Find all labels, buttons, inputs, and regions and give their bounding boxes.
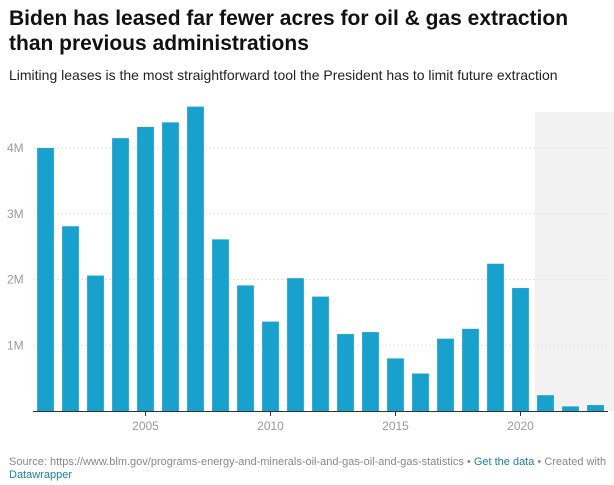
- bar-2014: [362, 332, 379, 411]
- bar-2018: [462, 328, 479, 411]
- bar-2009: [237, 285, 254, 411]
- bar-2006: [162, 122, 179, 411]
- bar-2015: [387, 358, 404, 411]
- y-tick-label: 2M: [7, 273, 24, 287]
- source-note: Source: https://www.blm.gov/programs-ene…: [9, 456, 464, 468]
- bar-2005: [137, 126, 154, 412]
- x-tick-label: 2005: [132, 419, 159, 433]
- chart-title: Biden has leased far fewer acres for oil…: [9, 7, 569, 55]
- bar-2010: [262, 321, 279, 411]
- x-tick-label: 2010: [257, 419, 284, 433]
- created-with-text: • Created with: [534, 456, 607, 468]
- bar-2023: [587, 405, 604, 411]
- x-tick-label: 2020: [507, 419, 534, 433]
- bar-chart: 1M 2M 3M 4M 2005 2010 2015 2020: [7, 106, 614, 433]
- bar-2021: [537, 395, 554, 411]
- datawrapper-link[interactable]: Datawrapper: [9, 469, 72, 481]
- footer-separator: •: [463, 456, 474, 468]
- chart-footer: Source: https://www.blm.gov/programs-ene…: [9, 456, 609, 482]
- bar-2020: [512, 288, 529, 411]
- bar-2001: [37, 148, 54, 411]
- bar-2017: [437, 338, 454, 411]
- bar-2013: [337, 334, 354, 411]
- get-the-data-link[interactable]: Get the data: [473, 456, 535, 468]
- bar-2022: [562, 406, 579, 411]
- bar-2002: [62, 226, 79, 411]
- bar-2004: [112, 138, 129, 411]
- bar-2011: [287, 278, 304, 411]
- bar-2007: [187, 106, 204, 412]
- bar-2003: [87, 275, 104, 411]
- chart-subtitle: Limiting leases is the most straightforw…: [9, 67, 558, 83]
- bar-2019: [487, 263, 504, 411]
- bar-2008: [212, 239, 229, 411]
- bar-2016: [412, 373, 429, 411]
- y-tick-label: 4M: [7, 141, 24, 155]
- bar-2012: [312, 296, 329, 411]
- y-tick-label: 1M: [7, 338, 24, 352]
- x-tick-label: 2015: [382, 419, 409, 433]
- highlight-period: [535, 112, 614, 411]
- y-tick-label: 3M: [7, 207, 24, 221]
